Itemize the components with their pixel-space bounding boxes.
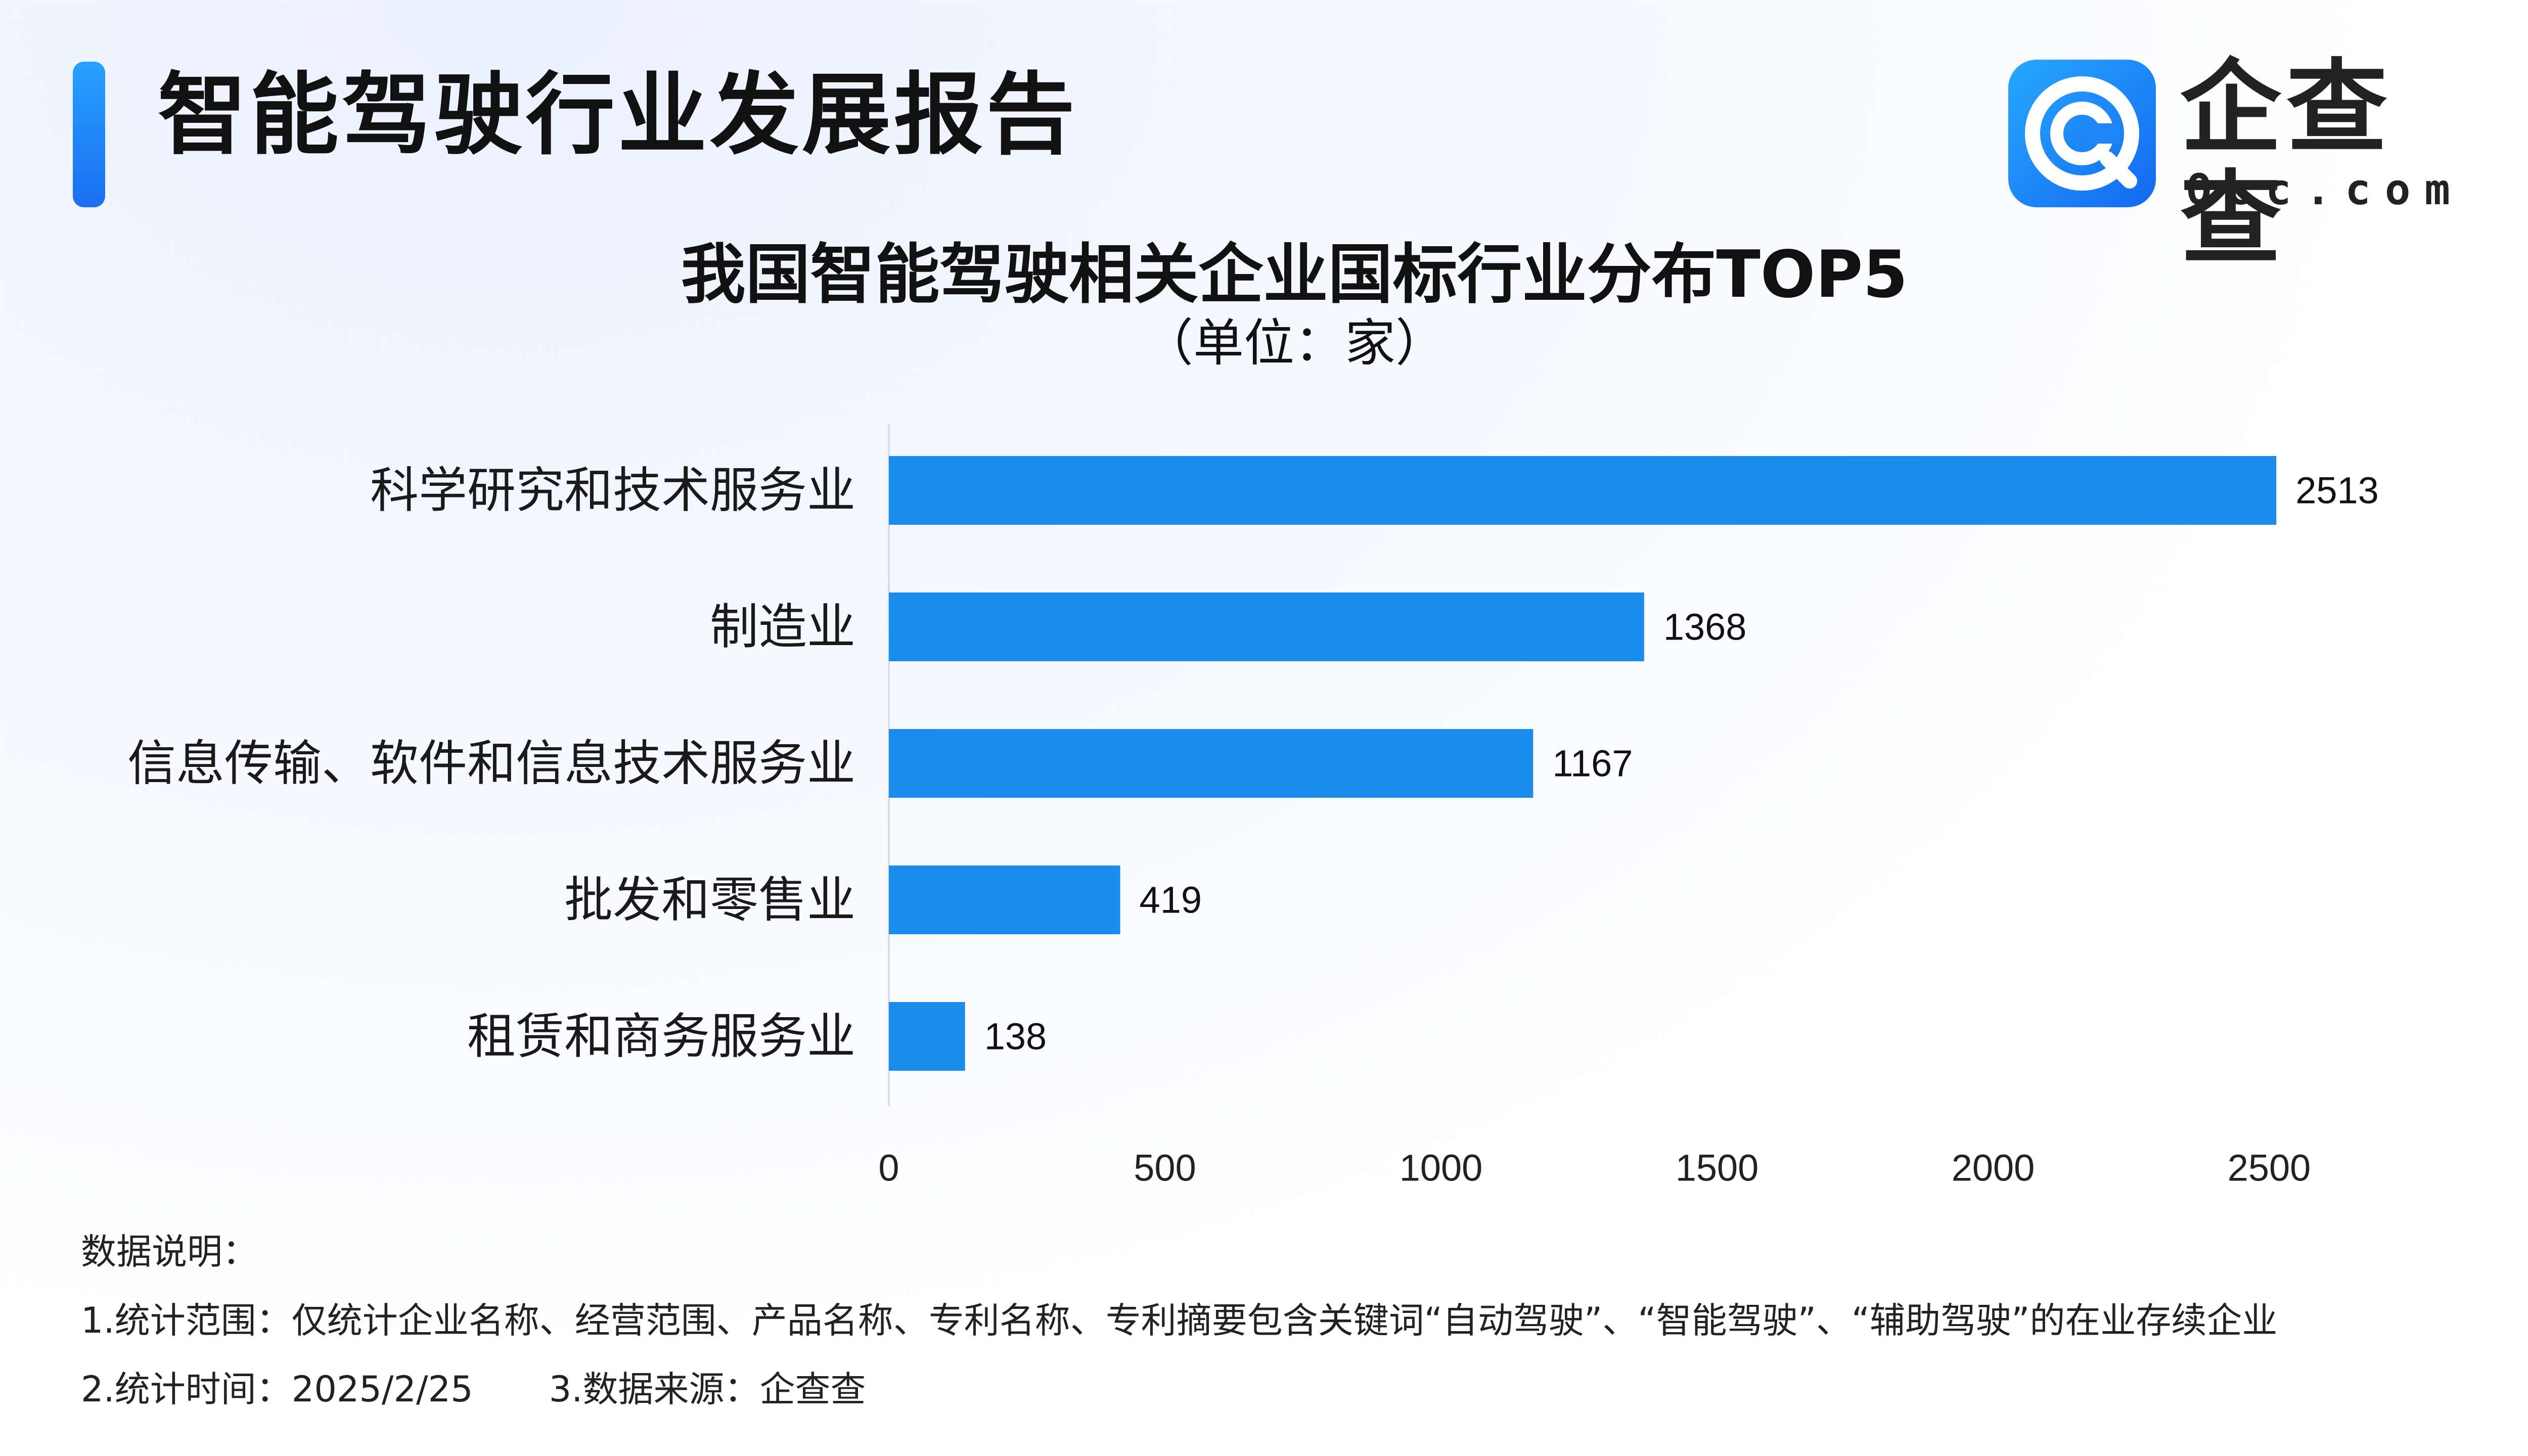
- category-label: 租赁和商务服务业: [467, 1008, 855, 1065]
- x-tick-label: 2500: [2228, 1147, 2311, 1189]
- qcc-logo: 企查查 Qcc.com: [2008, 53, 2484, 275]
- chart-title: 我国智能驾驶相关企业国标行业分布TOP5: [681, 237, 1908, 312]
- bar-3: [889, 729, 1533, 798]
- value-label: 138: [984, 1016, 1047, 1058]
- x-tick-label: 1500: [1676, 1147, 1759, 1189]
- report-title: 智能驾驶行业发展报告: [158, 63, 1078, 167]
- notes-source: 3.数据来源：企查查: [549, 1369, 866, 1410]
- bar-4: [889, 866, 1120, 934]
- chart-subtitle: （单位：家）: [1143, 313, 1446, 373]
- qcc-logo-icon: [2008, 60, 2156, 207]
- x-tick-label: 500: [1134, 1147, 1196, 1189]
- category-label: 批发和零售业: [564, 872, 855, 928]
- title-accent-bar: [73, 62, 105, 207]
- value-label: 1167: [1552, 743, 1633, 785]
- category-label: 制造业: [710, 599, 855, 655]
- bar-1: [889, 456, 2277, 525]
- notes-heading: 数据说明：: [81, 1231, 258, 1272]
- logo-name: 企查查: [2180, 49, 2393, 278]
- value-label: 2513: [2295, 470, 2379, 512]
- bar-5: [889, 1002, 965, 1071]
- value-label: 419: [1140, 879, 1202, 921]
- notes-date: 2.统计时间：2025/2/25: [81, 1369, 473, 1410]
- notes-scope: 1.统计范围：仅统计企业名称、经营范围、产品名称、专利名称、专利摘要包含关键词“…: [81, 1300, 2278, 1341]
- category-label: 科学研究和技术服务业: [370, 462, 855, 519]
- category-label: 信息传输、软件和信息技术服务业: [127, 735, 855, 792]
- logo-domain: Qcc.com: [2186, 165, 2465, 214]
- data-notes: 数据说明： 1.统计范围：仅统计企业名称、经营范围、产品名称、专利名称、专利摘要…: [81, 1217, 2277, 1424]
- bar-2: [889, 593, 1644, 661]
- value-label: 1368: [1663, 606, 1747, 648]
- x-tick-label: 1000: [1400, 1147, 1483, 1189]
- x-tick-label: 0: [878, 1147, 899, 1189]
- x-tick-label: 2000: [1952, 1147, 2035, 1189]
